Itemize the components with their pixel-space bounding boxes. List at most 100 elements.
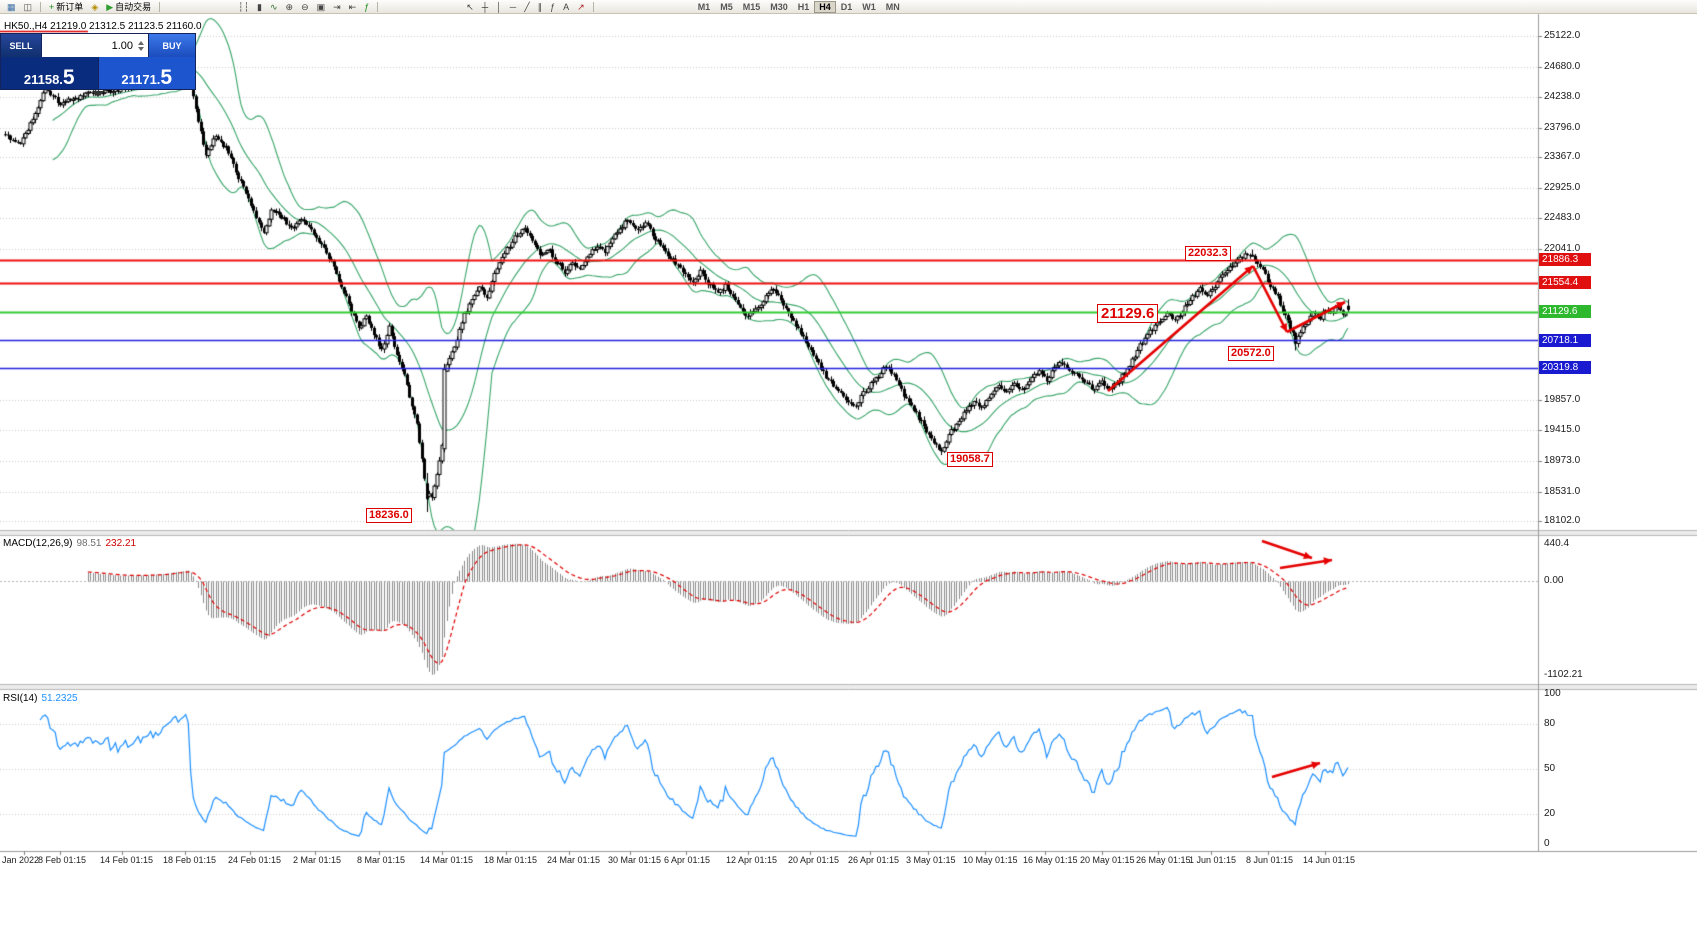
date-axis-label: 3 May 01:15 bbox=[906, 855, 956, 865]
date-axis-label: 16 May 01:15 bbox=[1023, 855, 1078, 865]
panel-collapse-arrow[interactable] bbox=[92, 91, 104, 97]
trade-panel-price-row: 21158. 5 21171. 5 bbox=[1, 57, 195, 89]
rsi-scale-label: 80 bbox=[1544, 717, 1556, 729]
macd-value-signal: 232.21 bbox=[105, 538, 137, 549]
price-axis-label: 24238.0 bbox=[1544, 91, 1581, 103]
chart-shift-icon[interactable]: ⇤ bbox=[346, 1, 360, 13]
candlestick-chart-icon[interactable]: ▮ bbox=[254, 1, 265, 13]
macd-indicator-label: MACD(12,26,9) 98.51 232.21 bbox=[3, 538, 136, 549]
bar-chart-icon[interactable]: ┆┆ bbox=[235, 1, 252, 13]
sell-price-pip: 5 bbox=[62, 66, 75, 89]
date-axis-label: 8 Jun 01:15 bbox=[1246, 855, 1294, 865]
sell-button[interactable]: SELL bbox=[1, 34, 41, 57]
buy-button[interactable]: BUY bbox=[149, 34, 195, 57]
date-axis-label: 18 Mar 01:15 bbox=[484, 855, 538, 865]
metaeditor-icon[interactable]: ◈ bbox=[88, 1, 101, 13]
horizontal-line-icon[interactable]: ─ bbox=[507, 1, 519, 13]
price-axis-label: 19857.0 bbox=[1544, 393, 1581, 405]
cursor-icon[interactable]: ↖ bbox=[463, 1, 477, 13]
vertical-line-icon-glyph: │ bbox=[496, 1, 502, 12]
rsi-scale-label: 0 bbox=[1544, 837, 1550, 849]
autotrading-button-label: 自动交易 bbox=[115, 2, 152, 12]
date-axis-label: 30 Mar 01:15 bbox=[608, 855, 662, 865]
support-level-annotation[interactable]: 21129.6 bbox=[1097, 304, 1159, 323]
volume-input[interactable]: 1.00 bbox=[41, 34, 149, 57]
timeframe-m30[interactable]: M30 bbox=[770, 1, 788, 12]
chart-shift-icon-glyph: ⇤ bbox=[348, 1, 357, 12]
timeframe-m1[interactable]: M1 bbox=[697, 1, 711, 12]
volume-spinner[interactable] bbox=[138, 40, 144, 52]
price-axis-label: 22041.0 bbox=[1544, 242, 1581, 254]
date-axis-label: 18 Feb 01:15 bbox=[163, 855, 217, 865]
profiles-icon[interactable]: ◫ bbox=[21, 1, 36, 13]
date-axis-label: 20 May 01:15 bbox=[1080, 855, 1135, 865]
toolbar-group-timeframes: M1 M5 M15 M30 H1 H4 D1 W1 MN bbox=[693, 0, 905, 13]
date-axis-label: 14 Jun 01:15 bbox=[1303, 855, 1356, 865]
price-axis-label: 25122.0 bbox=[1544, 29, 1581, 41]
sell-price[interactable]: 21158. 5 bbox=[1, 57, 99, 89]
autotrading-button-glyph: ▶ bbox=[106, 1, 114, 12]
auto-scroll-icon[interactable]: ⇥ bbox=[330, 1, 344, 13]
price-axis-label: 24680.0 bbox=[1544, 60, 1581, 72]
price-axis-label: 23367.0 bbox=[1544, 151, 1581, 163]
channel-icon[interactable]: ∥ bbox=[535, 1, 546, 13]
autotrading-button[interactable]: ▶ 自动交易 bbox=[103, 1, 154, 13]
toolbar-group-line-studies: ↖ ┼ │ ─ ╱ ∥ ƒ A ↗ bbox=[462, 0, 588, 13]
timeframe-h1[interactable]: H1 bbox=[797, 1, 810, 12]
toolbar-group-chart-controls: ┆┆ ▮ ∿ ⊕ ⊖ ▣ ⇥ ⇤ ƒ bbox=[234, 0, 373, 13]
horizontal-line-icon-glyph: ─ bbox=[509, 1, 517, 12]
timeframe-mn[interactable]: MN bbox=[885, 1, 900, 12]
date-axis-label: 26 Apr 01:15 bbox=[848, 855, 900, 865]
line-chart-icon[interactable]: ∿ bbox=[267, 1, 281, 13]
price-level-badge: 21554.4 bbox=[1539, 276, 1591, 290]
timeframe-m5[interactable]: M5 bbox=[720, 1, 733, 12]
price-annotation[interactable]: 22032.3 bbox=[1185, 246, 1231, 261]
zoom-out-icon[interactable]: ⊖ bbox=[298, 1, 312, 13]
metaeditor-icon-glyph: ◈ bbox=[91, 1, 99, 12]
timeframe-h4[interactable]: H4 bbox=[814, 0, 836, 13]
price-annotation[interactable]: 20572.0 bbox=[1228, 346, 1274, 361]
volume-value: 1.00 bbox=[111, 39, 133, 52]
vertical-line-icon[interactable]: │ bbox=[493, 1, 505, 13]
date-axis-label: 8 Mar 01:15 bbox=[357, 855, 406, 865]
new-chart-icon[interactable]: ▦ bbox=[4, 1, 19, 13]
toolbar-separator bbox=[592, 1, 594, 12]
tile-windows-icon-glyph: ▣ bbox=[316, 1, 326, 12]
spinner-down-icon[interactable] bbox=[138, 46, 144, 51]
timeframe-d1[interactable]: D1 bbox=[840, 1, 853, 12]
buy-price-main: 21171. bbox=[121, 72, 161, 87]
price-axis-label: 22483.0 bbox=[1544, 212, 1581, 224]
buy-price[interactable]: 21171. 5 bbox=[98, 57, 195, 89]
timeframe-m15[interactable]: M15 bbox=[742, 1, 761, 12]
price-level-badge: 20718.1 bbox=[1539, 333, 1591, 347]
price-axis-label: 23796.0 bbox=[1544, 121, 1581, 133]
zoom-in-icon[interactable]: ⊕ bbox=[283, 1, 297, 13]
indicators-icon[interactable]: ƒ bbox=[361, 1, 372, 13]
sell-price-main: 21158. bbox=[23, 72, 63, 87]
spinner-up-icon[interactable] bbox=[138, 40, 144, 45]
new-order-button[interactable]: + 新订单 bbox=[46, 1, 86, 13]
price-level-badge: 21886.3 bbox=[1539, 253, 1591, 267]
macd-scale-label: 440.4 bbox=[1544, 537, 1570, 549]
main-toolbar: ▦ ◫ + 新订单 ◈ ▶ 自动交易 ┆┆ ▮ ∿ ⊕ ⊖ ▣ ⇥ ⇤ ƒ ↖ ┼ │ ─ ╱ ∥ ƒ A ↗ M1 M5 M15 M3… bbox=[0, 0, 1697, 14]
toolbar-group-trading: + 新订单 ◈ ▶ 自动交易 bbox=[45, 0, 155, 13]
trendline-icon[interactable]: ╱ bbox=[521, 1, 532, 13]
new-order-button-label: 新订单 bbox=[56, 2, 84, 12]
timeframe-w1[interactable]: W1 bbox=[862, 1, 876, 12]
date-axis-label: 14 Mar 01:15 bbox=[420, 855, 474, 865]
price-annotation[interactable]: 19058.7 bbox=[947, 452, 993, 467]
tile-windows-icon[interactable]: ▣ bbox=[314, 1, 329, 13]
macd-scale-label: -1102.21 bbox=[1544, 668, 1583, 680]
arrows-icon[interactable]: ↗ bbox=[574, 1, 588, 13]
buy-price-pip: 5 bbox=[160, 66, 173, 89]
date-axis-label: 14 Feb 01:15 bbox=[100, 855, 154, 865]
macd-value-main: 98.51 bbox=[76, 538, 102, 549]
price-annotation[interactable]: 18236.0 bbox=[366, 508, 412, 523]
rsi-scale-label: 50 bbox=[1544, 762, 1556, 774]
text-icon[interactable]: A bbox=[560, 1, 572, 13]
fibonacci-icon[interactable]: ƒ bbox=[547, 1, 558, 13]
zoom-out-icon-glyph: ⊖ bbox=[301, 1, 309, 12]
crosshair-icon[interactable]: ┼ bbox=[479, 1, 491, 13]
